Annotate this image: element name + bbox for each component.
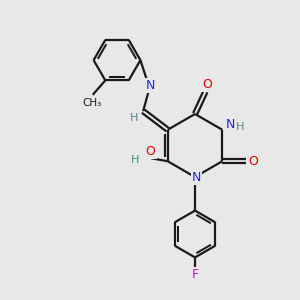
Text: O: O	[202, 78, 212, 92]
Text: O: O	[248, 155, 258, 168]
Text: O: O	[146, 145, 156, 158]
Text: CH₃: CH₃	[82, 98, 102, 108]
Text: H: H	[130, 113, 138, 123]
Text: H: H	[131, 155, 140, 165]
Text: H: H	[236, 122, 244, 132]
Text: F: F	[191, 268, 199, 281]
Text: N: N	[145, 79, 155, 92]
Text: N: N	[192, 171, 201, 184]
Text: N: N	[226, 118, 236, 131]
